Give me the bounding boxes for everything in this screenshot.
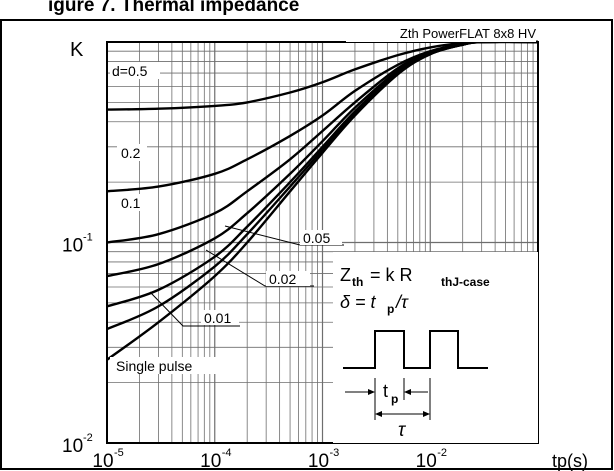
y-axis-label: K [70,39,84,61]
x-axis-label: tp(s) [552,451,588,471]
formula-delta-tail: /τ [394,292,409,312]
formula-zth-lhs: Z [340,265,351,285]
pulse-waveform [343,330,488,369]
y-tick-mantissa: 10 [62,236,83,257]
series-line-6 [106,40,539,361]
y-tick-exponent: -2 [83,432,93,444]
formula-box [333,252,538,443]
x-tick-mantissa: 10 [200,451,221,471]
y-tick-mantissa: 10 [62,436,83,457]
y-tick-label: 10 -2 [62,432,93,457]
label-0-2: 0.2 [121,145,141,161]
x-tick-exponent: -3 [330,447,340,459]
tp-arrowhead-right [404,389,411,395]
label-bg-single [110,357,232,374]
formula-delta: δ = t p /τ [340,292,409,316]
subtitle-bg [346,26,536,42]
formula-zth-rhs-sub: thJ-case [441,275,490,289]
formula-delta-sub: p [387,302,394,316]
formula-zth-rhs: = k R [370,265,413,285]
label-d-0-5: d=0.5 [112,63,148,79]
pulse-tp: t [383,381,388,401]
header-fragment: igure 7. Thermal impedance [48,0,299,16]
x-tick-label: 10 -5 [92,447,123,471]
x-tick-mantissa: 10 [416,451,437,471]
label-0-05: 0.05 [303,230,330,246]
y-tick-label: 10 -1 [62,232,93,257]
x-tick-exponent: -5 [114,447,124,459]
tp-arrowhead-left [368,389,375,395]
curves [106,40,539,361]
formula-delta-main: δ = t [340,292,377,312]
tau-arrowhead-right [423,411,430,417]
label-0-01: 0.01 [204,310,231,326]
label-bg-d05 [110,62,160,79]
tick-labels: 10 -5 10 -4 10 -3 10 -210 -110 -2 [62,232,447,471]
outer-frame [0,19,613,470]
pulse-tau: τ [398,420,407,441]
pulse-tp-sub: p [391,392,398,406]
x-tick-exponent: -4 [222,447,232,459]
label-single-pulse: Single pulse [116,358,192,374]
x-tick-mantissa: 10 [92,451,113,471]
series-label-decorations [110,62,344,374]
leader-0-01 [149,291,240,327]
formula-zth-lhs-sub: th [352,275,363,289]
label-bg-005 [300,230,342,245]
formula-zth: Z th = k R thJ-case [340,265,490,289]
label-0-02: 0.02 [269,271,296,287]
label-0-1: 0.1 [121,195,141,211]
label-bg-01 [117,194,147,211]
label-bg-02 [117,144,147,161]
x-tick-exponent: -2 [437,447,447,459]
tau-arrowhead-left [375,411,382,417]
chart-subtitle: Zth PowerFLAT 8x8 HV [400,26,536,41]
label-bg-002 [266,271,310,286]
pulse-diagram: t p τ [343,330,488,441]
label-bg-001 [201,310,239,325]
x-tick-mantissa: 10 [308,451,329,471]
x-tick-label: 10 -4 [200,447,231,471]
x-tick-label: 10 -3 [308,447,339,471]
y-tick-exponent: -1 [83,232,93,244]
x-tick-label: 10 -2 [416,447,447,471]
